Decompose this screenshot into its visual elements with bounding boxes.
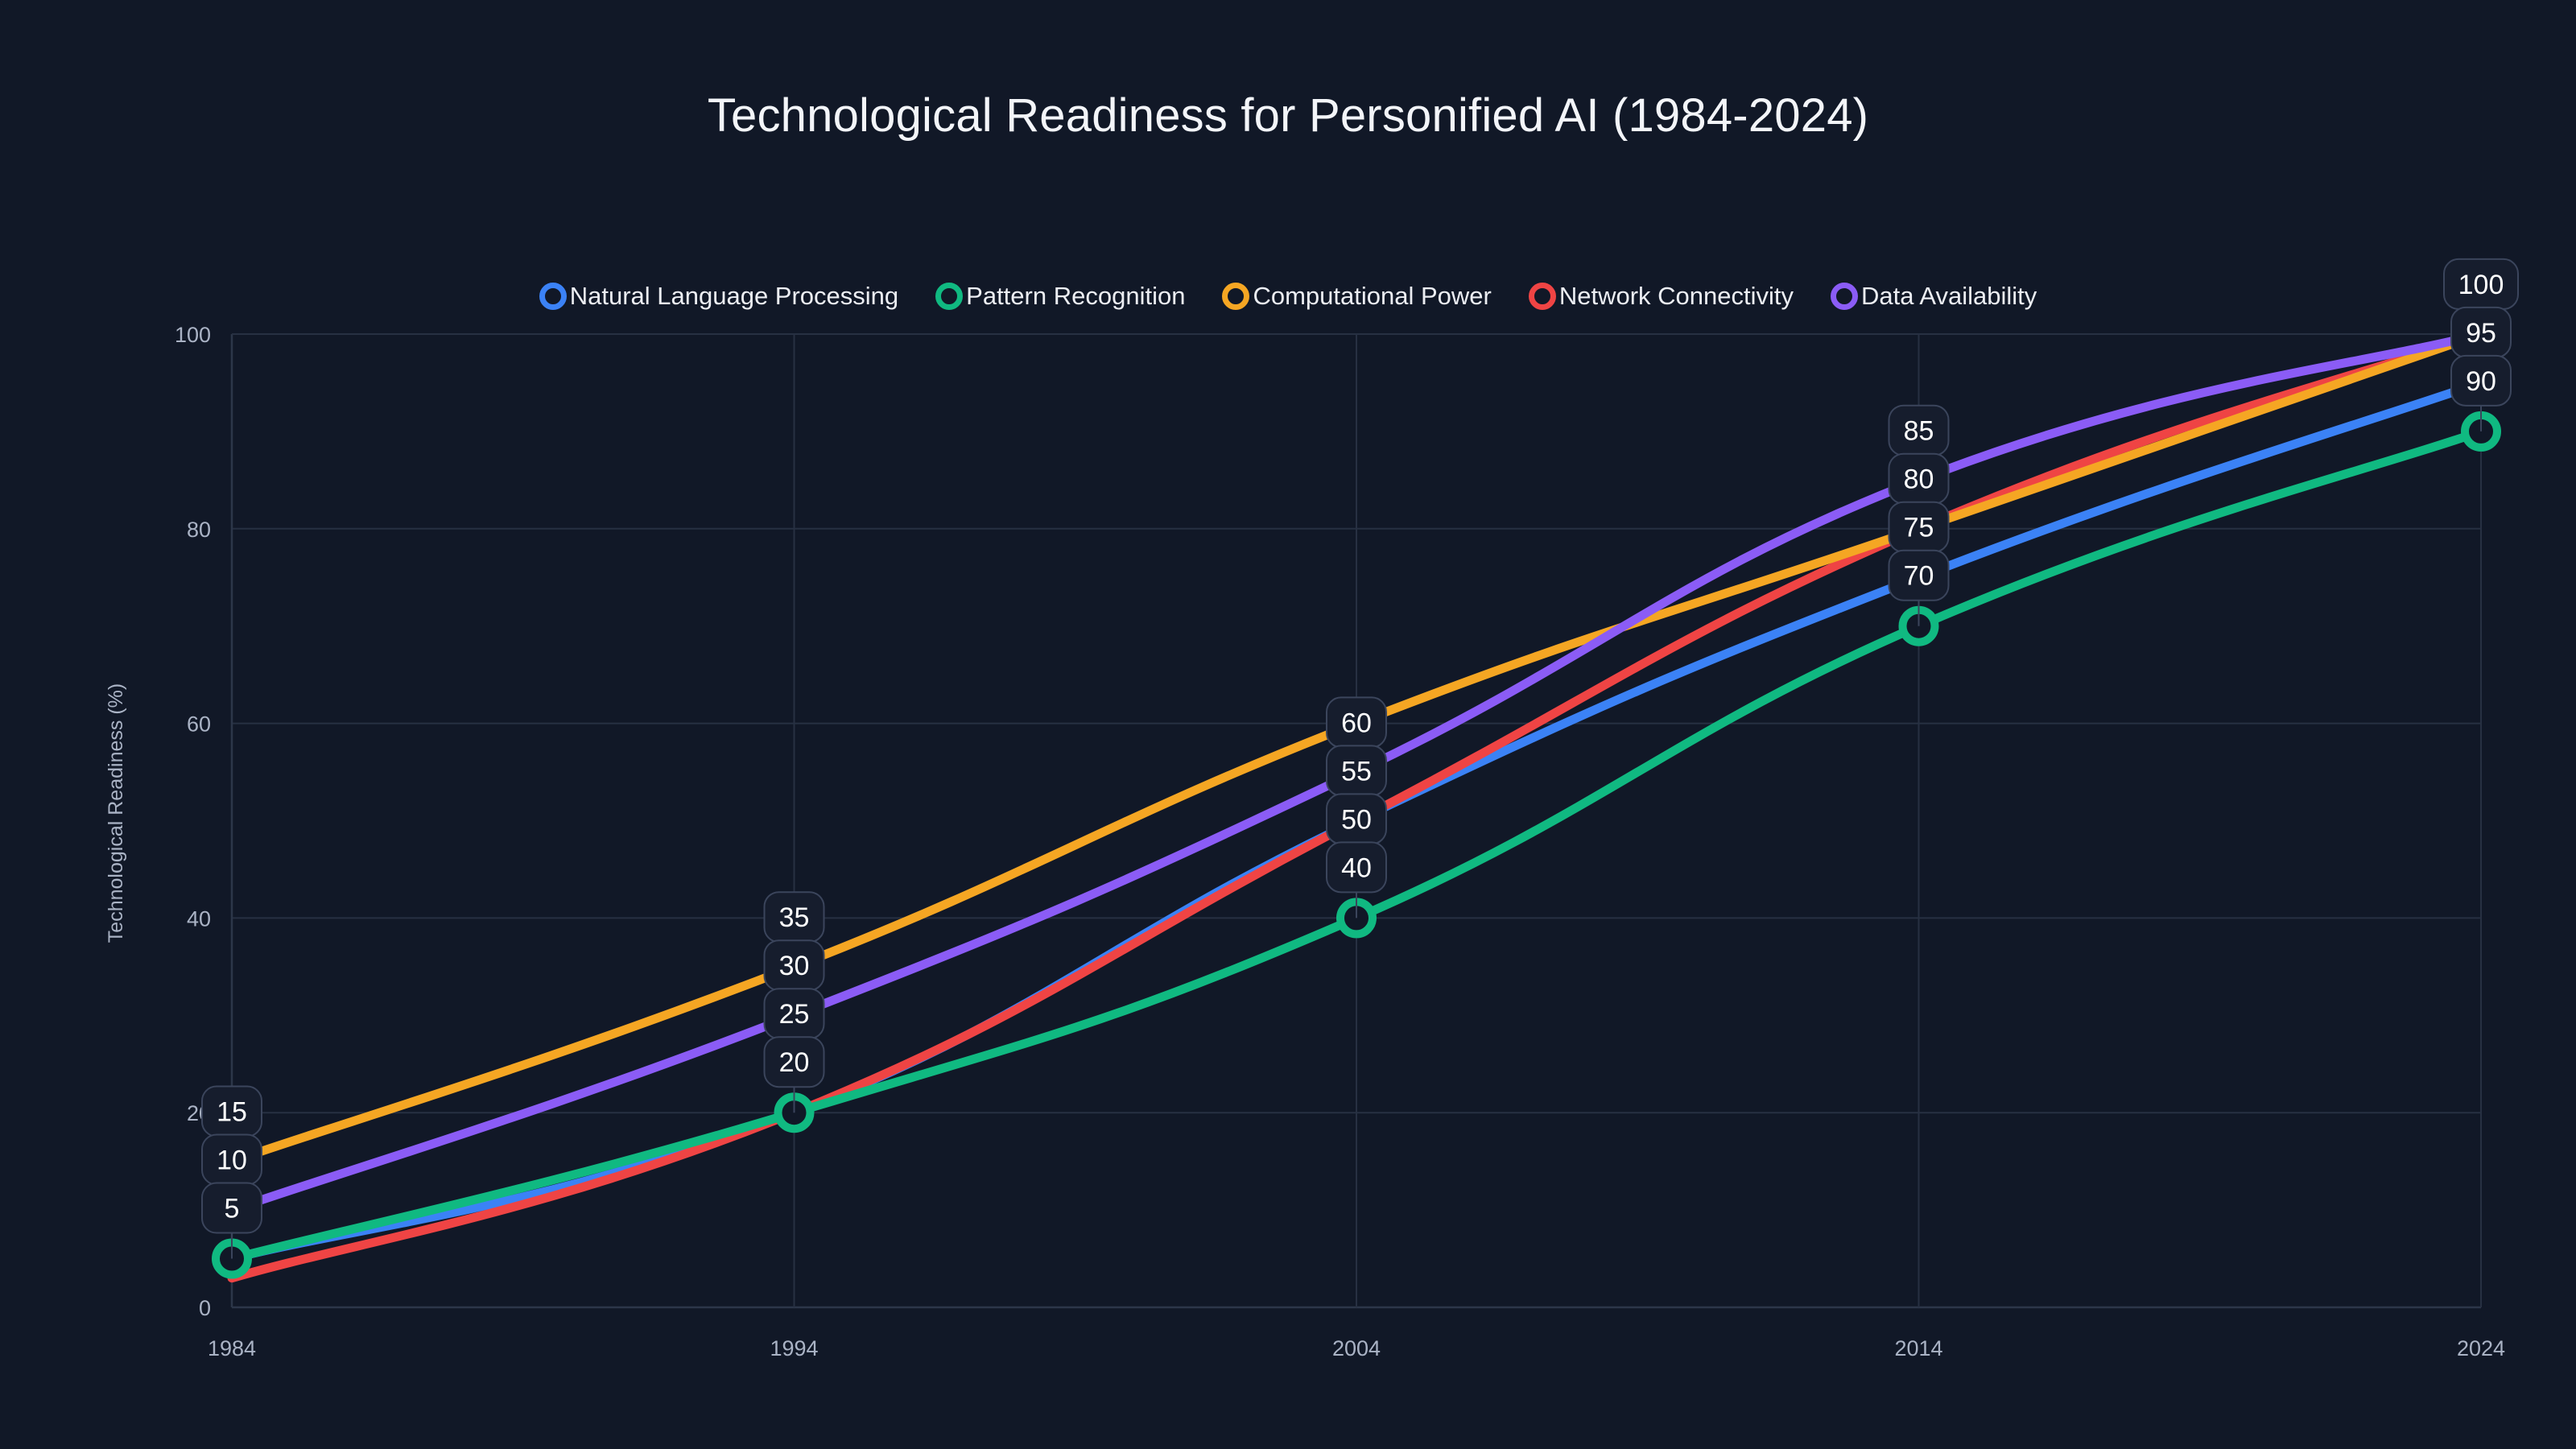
data-label-value: 85	[1904, 416, 1934, 447]
data-label-box	[1888, 549, 1950, 601]
data-label: 15	[201, 1085, 262, 1137]
y-tick-label: 60	[187, 712, 211, 737]
data-label-value: 50	[1341, 804, 1372, 835]
legend-item-0[interactable]: Natural Language Processing	[539, 282, 898, 311]
data-label: 50	[1326, 793, 1387, 845]
data-label: 85	[1888, 404, 1950, 456]
data-label-box	[201, 1182, 262, 1234]
legend-item-label: Natural Language Processing	[569, 282, 899, 310]
x-tick-label: 1994	[770, 1336, 818, 1360]
y-tick-label: 0	[199, 1296, 211, 1320]
data-label-value: 55	[1341, 756, 1372, 786]
data-label-value: 80	[1904, 464, 1934, 495]
data-label-box	[763, 1036, 825, 1088]
ring-icon	[1528, 283, 1556, 310]
page-title: Technological Readiness for Personified …	[707, 89, 1869, 142]
y-tick-label: 100	[175, 323, 211, 347]
data-label: 80	[1888, 452, 1950, 505]
data-label-value: 90	[2466, 366, 2496, 397]
legend-item-3[interactable]: Network Connectivity	[1528, 282, 1794, 311]
data-label: 100	[2443, 258, 2519, 310]
y-axis-title: Technological Readiness (%)	[105, 683, 127, 943]
data-label-box	[2450, 354, 2512, 407]
data-label-value: 15	[217, 1097, 247, 1128]
data-label-value: 100	[2458, 270, 2504, 300]
ring-icon	[539, 283, 567, 310]
data-label-value: 10	[217, 1146, 247, 1176]
y-tick-label: 40	[187, 906, 211, 931]
chart-legend: Natural Language Processing Pattern Recog…	[0, 282, 2576, 311]
data-label: 90	[2450, 354, 2512, 407]
data-label-value: 75	[1904, 513, 1934, 543]
x-tick-label: 2004	[1332, 1336, 1381, 1360]
data-label: 35	[763, 891, 825, 943]
grid-lines	[230, 333, 2482, 1309]
legend-item-label: Network Connectivity	[1558, 282, 1794, 310]
data-labels: 15 10 5 35 30 25 20 60 55 50 40 85 80 75 70 100 95 90	[201, 258, 2519, 1259]
data-label-value: 40	[1341, 852, 1372, 883]
x-tick-label: 1984	[208, 1336, 256, 1360]
data-label: 60	[1326, 696, 1387, 749]
data-label-value: 70	[1904, 561, 1934, 592]
data-label-value: 95	[2466, 318, 2496, 349]
data-label: 95	[2450, 306, 2512, 358]
data-label: 70	[1888, 549, 1950, 601]
ring-icon	[935, 283, 964, 310]
x-axis-ticks: 1984 1994 2004 2014 2024	[208, 1336, 2505, 1360]
legend-item-label: Computational Power	[1253, 282, 1492, 310]
data-label-value: 35	[779, 902, 810, 933]
data-label-value: 5	[225, 1194, 240, 1224]
data-label-box	[1326, 841, 1387, 894]
data-label-value: 20	[779, 1047, 810, 1078]
legend-item-label: Pattern Recognition	[966, 282, 1186, 310]
data-label: 10	[201, 1133, 262, 1186]
data-label-value: 30	[779, 951, 810, 981]
data-label-value: 60	[1341, 708, 1372, 738]
data-label: 25	[763, 988, 825, 1040]
legend-item-4[interactable]: Data Availability	[1830, 282, 2037, 311]
y-tick-label: 80	[187, 518, 211, 542]
data-label-value: 25	[779, 999, 810, 1030]
x-tick-label: 2024	[2457, 1336, 2505, 1360]
data-label: 5	[201, 1182, 262, 1234]
data-label: 40	[1326, 841, 1387, 894]
ring-icon	[1222, 283, 1250, 310]
legend-item-2[interactable]: Computational Power	[1222, 282, 1492, 311]
x-tick-label: 2014	[1894, 1336, 1942, 1360]
ring-icon	[1830, 283, 1858, 310]
data-label: 20	[763, 1036, 825, 1088]
legend-item-1[interactable]: Pattern Recognition	[935, 282, 1185, 311]
legend-item-label: Data Availability	[1860, 282, 2037, 310]
data-label: 55	[1326, 745, 1387, 797]
data-label: 30	[763, 939, 825, 992]
data-label: 75	[1888, 501, 1950, 553]
